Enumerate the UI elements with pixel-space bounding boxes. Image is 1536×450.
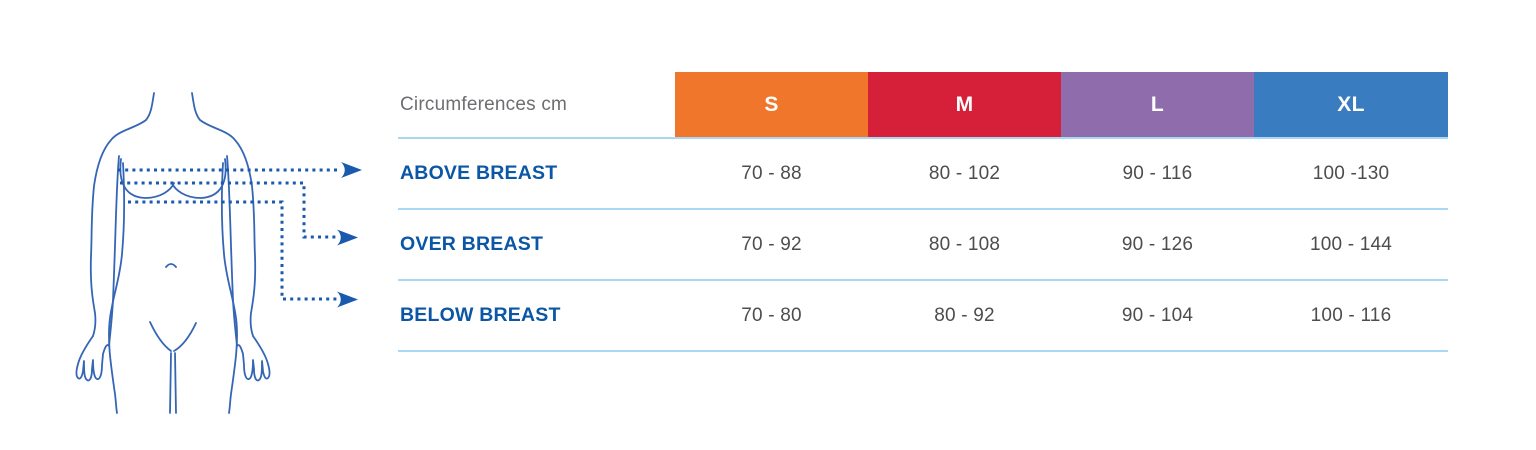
value-above-breast-m: 80 - 102 bbox=[928, 162, 1001, 184]
table-row-over-breast: OVER BREAST 70 - 92 80 - 108 90 - 126 10… bbox=[398, 210, 1448, 281]
value-over-breast-m: 80 - 108 bbox=[928, 233, 1001, 255]
below-breast-arrow-icon bbox=[337, 291, 358, 308]
table-row-above-breast: ABOVE BREAST 70 - 88 80 - 102 90 - 116 1… bbox=[398, 139, 1448, 210]
value-below-breast-m: 80 - 92 bbox=[934, 304, 995, 326]
table-corner-label: Circumferences cm bbox=[400, 93, 568, 115]
value-below-breast-s: 70 - 80 bbox=[741, 304, 802, 326]
table-header-row: Circumferences cm S M L XL bbox=[398, 72, 1448, 139]
size-header-l: L bbox=[1061, 72, 1254, 137]
value-over-breast-s: 70 - 92 bbox=[741, 233, 802, 255]
value-below-breast-l: 90 - 104 bbox=[1121, 304, 1194, 326]
size-header-m: M bbox=[868, 72, 1061, 137]
circumference-size-table: Circumferences cm S M L XL ABOVE BREAST … bbox=[398, 72, 1448, 352]
row-label-over-breast: OVER BREAST bbox=[400, 233, 544, 255]
body-outline bbox=[75, 92, 271, 414]
value-over-breast-xl: 100 - 144 bbox=[1309, 233, 1393, 255]
over-breast-measure-line bbox=[120, 181, 337, 239]
table-row-below-breast: BELOW BREAST 70 - 80 80 - 92 90 - 104 10… bbox=[398, 281, 1448, 352]
value-above-breast-s: 70 - 88 bbox=[741, 162, 802, 184]
row-label-above-breast: ABOVE BREAST bbox=[400, 162, 558, 184]
over-breast-arrow-icon bbox=[337, 229, 358, 246]
size-header-s: S bbox=[675, 72, 868, 137]
body-measurement-diagram bbox=[75, 92, 362, 414]
value-below-breast-xl: 100 - 116 bbox=[1310, 304, 1392, 326]
value-over-breast-l: 90 - 126 bbox=[1121, 233, 1194, 255]
value-above-breast-l: 90 - 116 bbox=[1122, 162, 1193, 184]
size-header-xl: XL bbox=[1254, 72, 1448, 137]
value-above-breast-xl: 100 -130 bbox=[1312, 162, 1390, 184]
row-label-below-breast: BELOW BREAST bbox=[400, 304, 561, 326]
above-breast-arrow-icon bbox=[341, 162, 362, 178]
below-breast-measure-line bbox=[128, 200, 337, 301]
